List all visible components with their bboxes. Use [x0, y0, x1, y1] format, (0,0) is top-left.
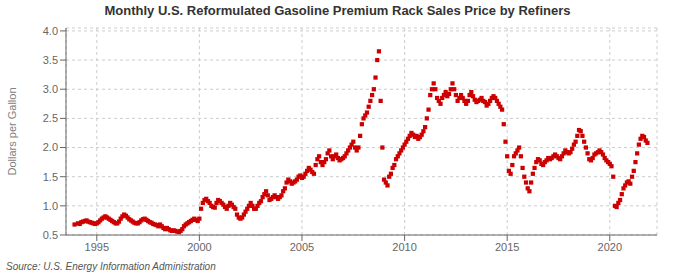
svg-text:2.0: 2.0: [43, 141, 58, 153]
html-text:Monthly U.S. Reformulated Gaso: Monthly U.S. Reformulated Gasoline Premi…: [104, 3, 571, 18]
svg-text:3.0: 3.0: [43, 83, 58, 95]
svg-text:1.5: 1.5: [43, 171, 58, 183]
svg-text:2005: 2005: [290, 241, 314, 253]
svg-text:2.5: 2.5: [43, 112, 58, 124]
svg-text:2010: 2010: [392, 241, 416, 253]
svg-text:1.0: 1.0: [43, 200, 58, 212]
svg-text:0.5: 0.5: [43, 229, 58, 241]
svg-text:2020: 2020: [598, 241, 622, 253]
svg-text:1995: 1995: [85, 241, 109, 253]
svg-text:2000: 2000: [187, 241, 211, 253]
svg-text:3.5: 3.5: [43, 54, 58, 66]
svg-text:2015: 2015: [495, 241, 519, 253]
html-text:Source: U.S. Energy Informatio: Source: U.S. Energy Information Administ…: [6, 261, 216, 272]
svg-text:4.0: 4.0: [43, 25, 58, 37]
svg-text:Dollars per Gallon: Dollars per Gallon: [8, 87, 18, 175]
